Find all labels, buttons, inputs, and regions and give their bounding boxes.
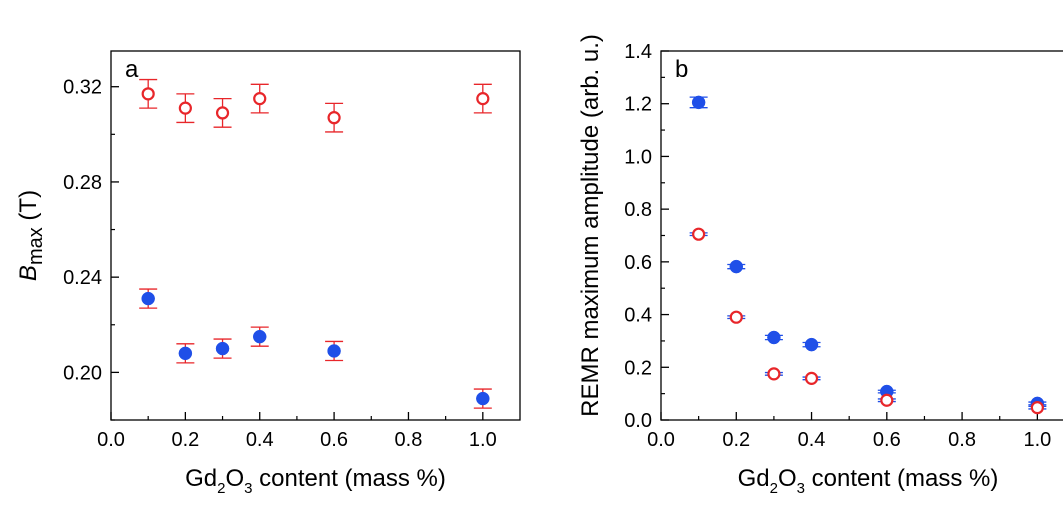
y-axis-title: REMR maximum amplitude (arb. u.): [577, 34, 604, 417]
y-tick-label: 0.4: [624, 305, 652, 327]
panel-a-chart: 0.0 0.2 0.4 0.6 0.8 1.0 0.20 0.24 0.28 0.32 a Gd2O3…: [15, 50, 521, 497]
plot-frame: [660, 50, 1063, 421]
data-point: [178, 346, 193, 361]
data-point: [767, 367, 781, 381]
data-point: [476, 92, 490, 106]
x-tick-label: 0.6: [320, 429, 348, 451]
data-point: [476, 391, 490, 406]
x-tick-label: 1.0: [469, 429, 497, 451]
data-point: [215, 341, 230, 356]
panel-b-chart: 0.0 0.2 0.4 0.6 0.8 1.0 0.0 0.2 0.4 0.6 0.8 1.0 1.2 1…: [577, 34, 1063, 497]
x-tick-label: 0.8: [395, 429, 423, 451]
y-axis-title: Bmax (T): [15, 190, 47, 281]
x-axis-title-subscript: 2: [217, 480, 225, 497]
x-axis-title-subscript: 2: [770, 480, 778, 497]
x-tick-label: 1.0: [1023, 429, 1051, 451]
x-axis-title-part: Gd: [185, 465, 217, 492]
x-axis-title-part: content (mass %): [252, 465, 445, 492]
y-tick-label: 0.6: [624, 252, 652, 274]
x-tick-label: 0.0: [647, 429, 675, 451]
y-tick-label: 1.0: [624, 146, 652, 168]
data-point: [804, 371, 819, 385]
y-tick-label: 0.2: [624, 357, 652, 379]
data-point: [141, 291, 155, 306]
data-point: [1030, 401, 1044, 415]
y-tick-label: 0.24: [63, 267, 102, 289]
data-point: [253, 92, 267, 106]
x-tick-label: 0.6: [873, 429, 901, 451]
y-tick-label: 1.2: [624, 94, 652, 116]
y-tick-label: 0.0: [624, 410, 652, 432]
panel-letter: b: [675, 56, 688, 83]
y-tick-label: 0.20: [63, 362, 102, 384]
data-point: [327, 344, 341, 358]
x-axis-title-part: O: [225, 465, 244, 492]
x-tick-label: 0.0: [97, 429, 125, 451]
data-point: [767, 330, 781, 345]
data-point: [252, 329, 267, 344]
y-axis-title-part: (T): [15, 190, 42, 227]
data-point: [215, 106, 230, 120]
y-tick-label: 0.32: [63, 77, 102, 99]
x-axis-title-subscript: 3: [797, 480, 805, 497]
x-tick-label: 0.4: [246, 429, 274, 451]
x-axis-title: Gd2O3 content (mass %): [738, 465, 999, 497]
data-point: [327, 111, 341, 125]
y-tick-label: 1.4: [624, 41, 652, 63]
x-tick-label: 0.8: [948, 429, 976, 451]
data-point: [178, 101, 192, 115]
data-point: [729, 310, 743, 324]
y-tick-label: 0.8: [624, 199, 652, 221]
data-point: [880, 393, 894, 407]
data-point: [729, 259, 744, 274]
data-point: [691, 95, 706, 110]
y-tick-label: 0.28: [63, 172, 102, 194]
x-axis-title-part: O: [778, 465, 797, 492]
x-tick-label: 0.4: [798, 429, 826, 451]
panel-letter: a: [125, 56, 139, 83]
x-axis-title-part: Gd: [738, 465, 770, 492]
data-point: [141, 87, 155, 101]
data-point: [804, 337, 819, 352]
x-axis-title-subscript: 3: [244, 480, 252, 497]
plot-frame: [110, 50, 521, 421]
x-tick-label: 0.2: [722, 429, 750, 451]
data-point: [692, 227, 706, 241]
x-tick-label: 0.2: [171, 429, 199, 451]
y-axis-title-subscript: max: [25, 227, 47, 265]
x-axis-title-part: content (mass %): [805, 465, 998, 492]
x-axis-title: Gd2O3 content (mass %): [185, 465, 446, 497]
y-axis-title-part: B: [15, 265, 42, 281]
